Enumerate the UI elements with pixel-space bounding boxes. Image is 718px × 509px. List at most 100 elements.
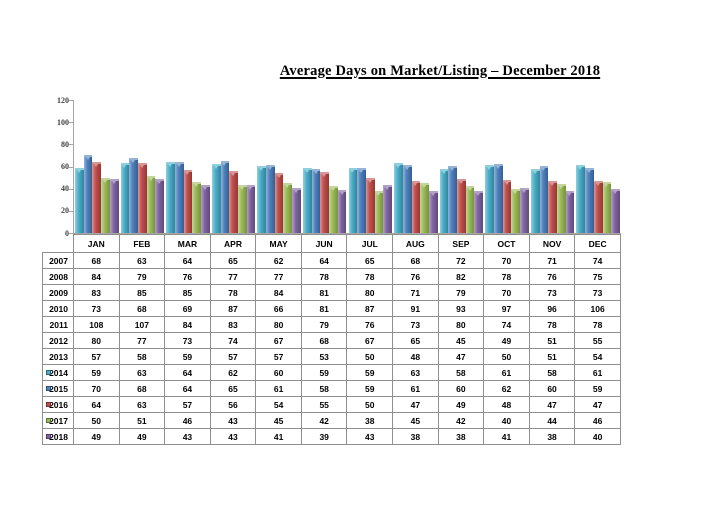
- bar-top-notch: [558, 185, 563, 189]
- bar-group-feb: [120, 100, 166, 233]
- bar-top-highlight: [474, 191, 484, 193]
- cell-2007-sep: 72: [437, 252, 485, 269]
- cell-2018-may: 41: [255, 428, 302, 445]
- bar-top-highlight: [556, 184, 566, 186]
- bar-top-notch: [404, 166, 409, 170]
- bar-2017-may: [283, 183, 293, 233]
- bar-top-notch: [231, 172, 236, 176]
- cell-2018-jan: 49: [73, 428, 120, 445]
- table-row-2013: 2013 57 58 59 57 57 53 50 48 47 50 51 54: [42, 348, 621, 365]
- cell-2008-jul: 78: [346, 268, 394, 285]
- column-header-sep: SEP: [437, 234, 485, 253]
- cell-2011-feb: 107: [118, 316, 166, 333]
- bar-top-notch: [441, 170, 446, 174]
- bar-top-highlight: [402, 165, 412, 167]
- bar-top-notch: [604, 183, 609, 187]
- bar-top-highlight: [448, 166, 458, 168]
- bar-top-highlight: [192, 182, 201, 184]
- cell-2013-oct: 50: [483, 348, 530, 365]
- y-axis-tick-label: 60: [61, 162, 69, 171]
- cell-2007-dec: 74: [574, 252, 621, 269]
- table-corner-cell: [43, 235, 74, 253]
- bar-top-notch: [487, 166, 492, 170]
- bar-top-highlight: [439, 169, 449, 171]
- cell-2010-jan: 73: [73, 300, 120, 317]
- cell-2013-jun: 53: [300, 348, 348, 365]
- cell-2009-jul: 80: [346, 284, 394, 301]
- cell-2017-apr: 43: [209, 412, 257, 429]
- bar-top-highlight: [337, 190, 347, 192]
- bar-top-highlight: [211, 164, 221, 166]
- cell-2014-apr: 62: [209, 364, 257, 381]
- cell-2014-mar: 64: [164, 364, 211, 381]
- cell-2015-aug: 61: [392, 380, 439, 397]
- bar-top-notch: [330, 187, 335, 191]
- bar-top-highlight: [576, 165, 586, 167]
- bar-2018-sep: [474, 191, 484, 233]
- bar-top-highlight: [394, 163, 403, 165]
- bar-top-notch: [504, 181, 509, 185]
- bar-2015-dec: [585, 168, 594, 233]
- cell-2010-jun: 81: [300, 300, 348, 317]
- cell-2014-nov: 58: [528, 364, 576, 381]
- data-table: JAN FEB MAR APR MAY JUN JUL AUG SEP OCT NOV DEC 2007…: [42, 234, 621, 445]
- bar-top-notch: [267, 166, 272, 170]
- row-header-2007: 2007: [42, 252, 74, 269]
- cell-2008-nov: 76: [528, 268, 576, 285]
- cell-2012-feb: 77: [118, 332, 166, 349]
- bar-top-notch: [131, 159, 136, 163]
- bar-group-may: [256, 100, 302, 233]
- row-header-2015: 2015: [42, 380, 74, 397]
- bar-top-highlight: [602, 182, 612, 184]
- cell-2007-jun: 64: [300, 252, 348, 269]
- bar-2016-oct: [502, 180, 512, 233]
- bar-top-highlight: [420, 183, 429, 185]
- table-row-2009: 2009 83 85 85 78 84 81 80 71 79 70 73 73: [42, 284, 621, 301]
- bar-top-notch: [276, 174, 281, 178]
- bar-top-highlight: [274, 173, 284, 175]
- bar-2015-sep: [448, 166, 458, 233]
- row-header-2011: 2011: [42, 316, 74, 333]
- table-row-2008: 2008 84 79 76 77 77 78 78 76 82 78 76 75: [42, 268, 621, 285]
- cell-2013-mar: 59: [164, 348, 211, 365]
- bar-top-highlight: [457, 179, 466, 181]
- cell-2011-jan: 108: [73, 316, 120, 333]
- cell-2010-apr: 87: [209, 300, 257, 317]
- legend-key-2018: [46, 433, 51, 439]
- bar-top-notch: [202, 186, 207, 190]
- bar-top-notch: [168, 163, 173, 167]
- bar-top-highlight: [229, 171, 238, 173]
- bar-top-notch: [395, 164, 400, 168]
- bar-top-notch: [239, 186, 244, 190]
- cell-2018-sep: 38: [437, 428, 485, 445]
- bar-group-apr: [211, 100, 257, 233]
- column-header-apr: APR: [209, 234, 257, 253]
- y-axis-tick-mark: [69, 233, 73, 234]
- cell-2017-jun: 42: [300, 412, 348, 429]
- cell-2011-nov: 78: [528, 316, 576, 333]
- bar-top-highlight: [257, 166, 267, 168]
- cell-2013-sep: 47: [437, 348, 485, 365]
- cell-2012-jan: 80: [73, 332, 120, 349]
- cell-2012-mar: 73: [164, 332, 211, 349]
- bar-top-highlight: [220, 161, 230, 163]
- bar-top-notch: [467, 187, 472, 191]
- bar-top-highlight: [585, 168, 594, 170]
- bar-2014-feb: [120, 163, 130, 233]
- bar-2018-dec: [611, 189, 620, 233]
- bar-top-highlight: [485, 165, 494, 167]
- cell-2012-nov: 51: [528, 332, 576, 349]
- bar-2017-apr: [237, 185, 247, 233]
- cell-2015-mar: 64: [164, 380, 211, 397]
- bar-2016-jan: [92, 162, 102, 233]
- bar-2014-aug: [394, 163, 403, 233]
- column-header-jan: JAN: [73, 234, 120, 253]
- column-header-jul: JUL: [346, 234, 394, 253]
- bar-2018-jun: [337, 190, 347, 233]
- cell-2017-aug: 45: [392, 412, 439, 429]
- bar-2017-aug: [420, 183, 429, 233]
- cell-2017-sep: 42: [437, 412, 485, 429]
- legend-key-2014: [46, 369, 51, 375]
- bar-top-highlight: [109, 179, 119, 181]
